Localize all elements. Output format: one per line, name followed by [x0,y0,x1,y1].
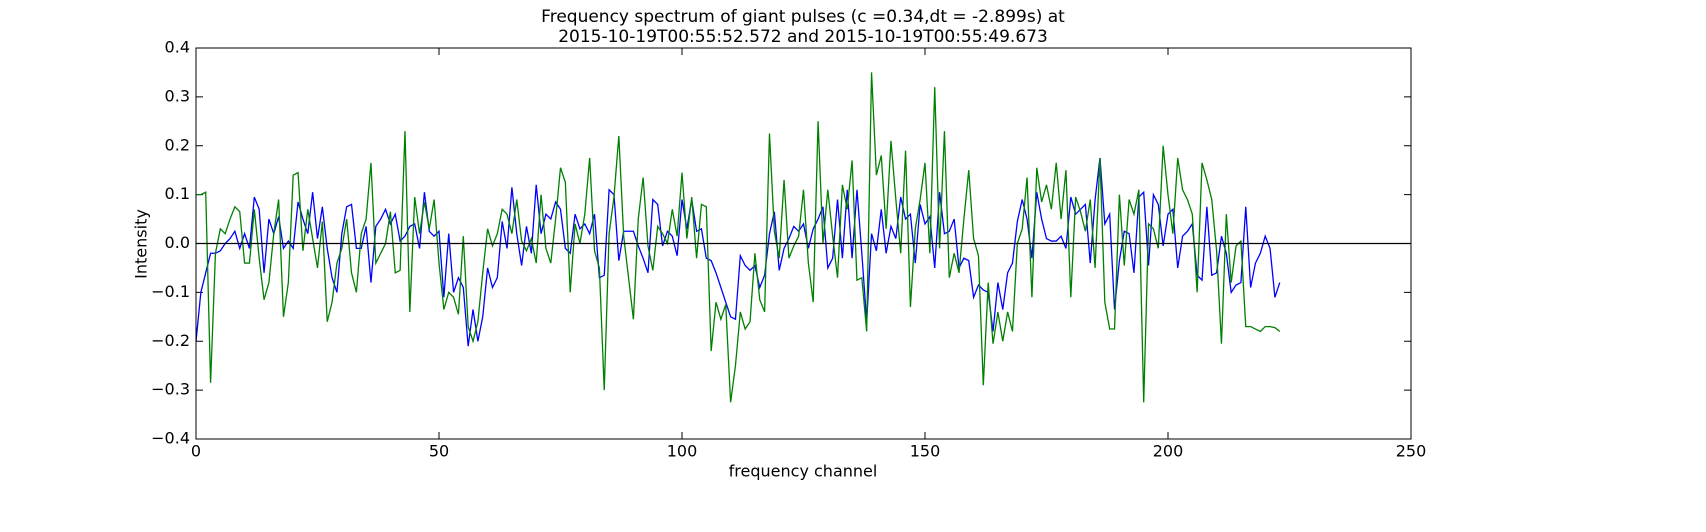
y-tick-label: 0.3 [165,86,190,105]
y-tick-label: −0.4 [151,429,190,448]
x-tick-label: 250 [1396,442,1427,461]
y-tick-label: 0.1 [165,184,190,203]
series-line [196,72,1281,403]
y-tick-label: 0.4 [165,38,190,57]
y-tick-label: 0.0 [165,233,190,252]
y-tick-label: 0.2 [165,135,190,154]
x-tick-label: 150 [910,442,941,461]
y-tick-label: −0.2 [151,331,190,350]
x-tick-label: 0 [191,442,201,461]
x-tick-label: 100 [667,442,698,461]
chart-subtitle: 2015-10-19T00:55:52.572 and 2015-10-19T0… [558,27,1048,47]
y-tick-label: −0.3 [151,380,190,399]
x-axis-label: frequency channel [729,462,878,481]
y-axis-label: Intensity [132,209,151,279]
x-tick-label: 200 [1153,442,1184,461]
chart-title: Frequency spectrum of giant pulses (c =0… [541,7,1065,27]
plot-frame [195,47,1412,440]
x-tick-label: 50 [429,442,449,461]
y-tick-label: −0.1 [151,282,190,301]
